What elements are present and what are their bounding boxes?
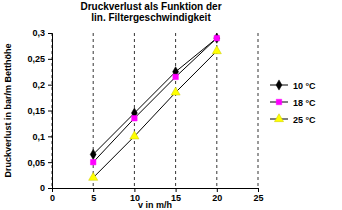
legend: 10 °C 18 °C 25 °C — [270, 80, 316, 125]
plot-area — [89, 33, 222, 180]
x-axis-title: v in m/h — [138, 200, 172, 210]
tick-label: 20 — [212, 193, 222, 203]
tick-label: 15 — [171, 193, 181, 203]
marker — [214, 35, 219, 40]
tick-mark — [48, 59, 52, 60]
grid — [52, 33, 258, 188]
marker — [132, 116, 137, 121]
marker — [212, 46, 221, 54]
legend-label: 25 °C — [293, 115, 316, 125]
tick: 15 — [171, 188, 181, 203]
tick-mark — [134, 188, 135, 192]
legend-marker — [274, 114, 283, 122]
tick: 0 — [40, 183, 52, 193]
tick-label: 0,05 — [27, 158, 45, 168]
tick: 0,2 — [32, 80, 52, 90]
title-line: Druckverlust als Funktion der — [80, 1, 221, 12]
tick: 0 — [50, 188, 55, 203]
tick: 0,25 — [27, 54, 52, 64]
tick-mark — [93, 188, 94, 192]
marker — [90, 159, 95, 164]
tick: 0,05 — [27, 158, 52, 168]
grid-line — [175, 33, 176, 188]
chart: 051015202500,050,10,150,20,250,3Druckver… — [0, 0, 342, 210]
axis-line — [53, 189, 259, 193]
tick-mark — [48, 188, 52, 189]
tick-mark — [258, 188, 259, 192]
tick-mark — [48, 33, 52, 34]
marker — [90, 149, 96, 159]
tick-label: 0,3 — [32, 28, 45, 38]
series-line — [93, 51, 217, 178]
tick-label: 0,2 — [32, 80, 45, 90]
marker — [171, 87, 180, 95]
title-line: lin. Filtergeschwindigkeit — [91, 12, 211, 23]
tick: 5 — [91, 188, 96, 203]
axis-line — [48, 34, 53, 189]
tick: 25 — [253, 188, 263, 203]
marker — [89, 172, 98, 180]
tick: 0,1 — [32, 132, 52, 142]
tick: 0,15 — [27, 106, 52, 116]
legend-label: 10 °C — [293, 81, 316, 91]
tick-label: 0,15 — [27, 106, 45, 116]
tick-mark — [48, 162, 52, 163]
series-line — [93, 38, 217, 162]
legend-marker — [276, 80, 282, 90]
grid-line — [216, 33, 217, 188]
y-axis-title: Druckverlust in bar/m Betthöhe — [3, 43, 13, 177]
tick-label: 0,25 — [27, 54, 45, 64]
tick-mark — [217, 188, 218, 192]
legend-marker — [276, 99, 281, 104]
tick: 20 — [212, 188, 222, 203]
tick-mark — [48, 85, 52, 86]
tick-label: 0 — [40, 183, 45, 193]
tick-label: 0,1 — [32, 132, 45, 142]
tick-label: 25 — [253, 193, 263, 203]
legend-label: 18 °C — [293, 98, 316, 108]
tick: 0,3 — [32, 28, 52, 38]
marker — [173, 74, 178, 79]
tick-mark — [48, 111, 52, 112]
tick-mark — [176, 188, 177, 192]
grid-line — [258, 33, 259, 188]
tick-mark — [48, 136, 52, 137]
tick-label: 5 — [91, 193, 96, 203]
marker — [130, 131, 139, 139]
marker — [214, 33, 220, 43]
tick-label: 0 — [50, 193, 55, 203]
title: Druckverlust als Funktion derlin. Filter… — [80, 1, 221, 23]
y-axis: 0 0,05 0,1 0,15 0,2 0,25 0,3 — [27, 28, 52, 193]
